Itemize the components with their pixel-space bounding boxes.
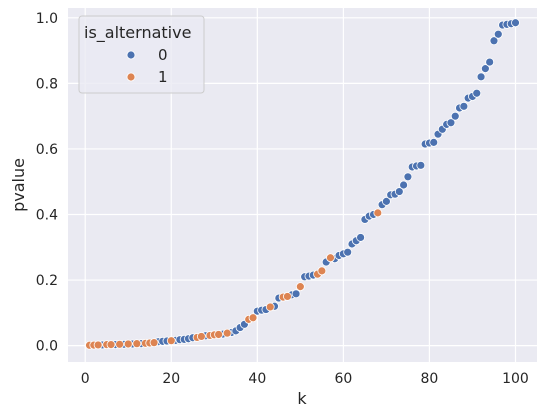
data-point-series-0 bbox=[450, 111, 460, 121]
data-point-series-0 bbox=[356, 233, 365, 242]
data-point-series-1 bbox=[115, 339, 125, 349]
x-tick-label: 60 bbox=[334, 371, 352, 387]
data-point-series-0 bbox=[343, 247, 353, 257]
legend-box bbox=[78, 15, 205, 94]
data-point-series-0 bbox=[403, 172, 413, 182]
data-point-series-1 bbox=[326, 253, 335, 263]
data-point-series-1 bbox=[93, 340, 103, 350]
y-tick-label: 0.4 bbox=[36, 208, 58, 224]
data-point-series-1 bbox=[265, 302, 275, 312]
y-tick-label: 0.2 bbox=[36, 273, 58, 289]
y-axis-label: pvalue bbox=[9, 158, 28, 212]
data-point-series-1 bbox=[123, 339, 133, 349]
data-point-series-1 bbox=[214, 330, 223, 339]
data-point-series-0 bbox=[511, 18, 520, 28]
data-point-series-0 bbox=[446, 118, 456, 128]
x-tick-label: 100 bbox=[502, 371, 529, 387]
data-point-series-0 bbox=[416, 160, 426, 170]
data-point-series-0 bbox=[394, 187, 404, 196]
legend: is_alternative 0 1 bbox=[78, 15, 205, 94]
data-point-series-1 bbox=[106, 340, 116, 350]
x-tick-label: 0 bbox=[81, 371, 90, 387]
data-point-series-1 bbox=[222, 328, 232, 338]
data-point-series-0 bbox=[429, 137, 439, 147]
data-point-series-1 bbox=[196, 332, 206, 341]
data-point-series-0 bbox=[489, 36, 499, 46]
data-point-series-1 bbox=[317, 266, 327, 276]
data-point-series-0 bbox=[493, 29, 503, 39]
data-point-series-0 bbox=[472, 88, 482, 98]
data-points bbox=[85, 18, 520, 350]
x-tick-label: 80 bbox=[421, 371, 439, 387]
data-point-series-0 bbox=[476, 72, 486, 82]
data-point-series-1 bbox=[248, 313, 258, 323]
legend-marker-1 bbox=[126, 72, 136, 82]
grid-lines bbox=[68, 8, 537, 362]
y-tick-label: 0.8 bbox=[36, 76, 58, 92]
data-point-series-0 bbox=[399, 180, 409, 190]
data-point-series-1 bbox=[132, 339, 142, 349]
y-tick-label: 1.0 bbox=[36, 11, 58, 27]
x-axis-label: k bbox=[297, 389, 307, 408]
legend-marker-0 bbox=[126, 50, 136, 60]
data-point-series-1 bbox=[283, 292, 292, 301]
data-point-series-1 bbox=[149, 338, 159, 348]
legend-title: is_alternative bbox=[84, 23, 191, 43]
data-point-series-1 bbox=[373, 208, 383, 218]
y-tick-label: 0.0 bbox=[36, 339, 58, 355]
tick-labels: 0 20 40 60 80 100 0.0 0.2 0.4 0.6 0.8 1.0 bbox=[36, 11, 529, 387]
legend-label-0: 0 bbox=[158, 46, 168, 64]
x-tick-label: 40 bbox=[248, 371, 266, 387]
data-point-series-1 bbox=[166, 336, 176, 346]
y-tick-label: 0.6 bbox=[36, 142, 58, 158]
legend-label-1: 1 bbox=[158, 68, 168, 86]
x-tick-label: 20 bbox=[162, 371, 180, 387]
data-point-series-0 bbox=[291, 289, 301, 299]
data-point-series-0 bbox=[480, 64, 490, 74]
data-point-series-0 bbox=[382, 196, 391, 206]
data-point-series-1 bbox=[295, 282, 305, 292]
data-point-series-0 bbox=[459, 101, 469, 111]
data-point-series-0 bbox=[485, 57, 495, 67]
